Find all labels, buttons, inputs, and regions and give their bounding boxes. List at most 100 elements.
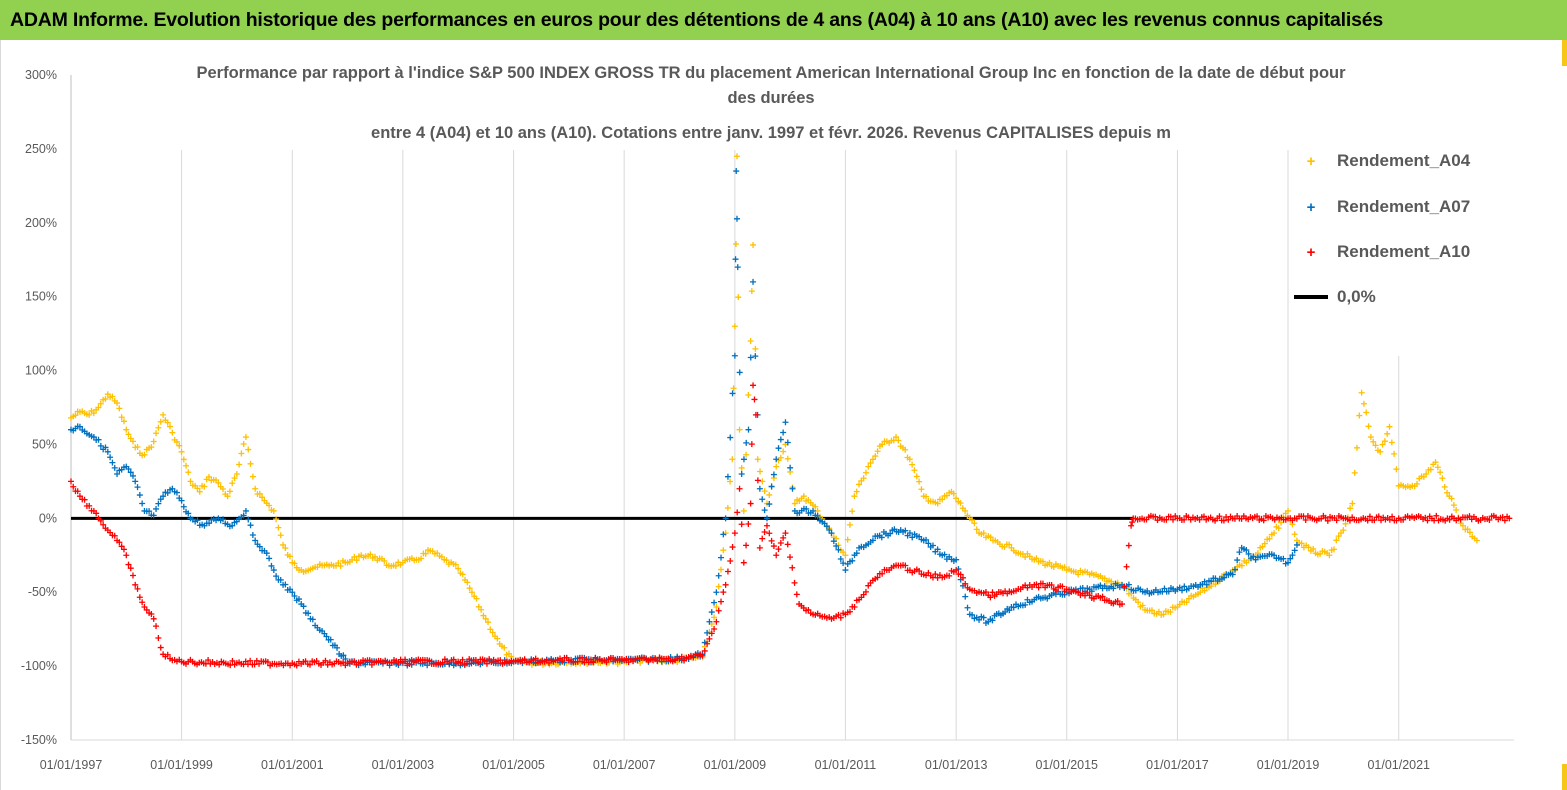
point-a04 [381,557,388,564]
point-a04 [1271,530,1278,537]
y-tick-label: 100% [25,364,57,378]
point-a07 [334,644,341,651]
point-a04 [459,571,466,578]
point-a07 [323,633,330,640]
point-a10 [86,502,93,509]
point-a07 [849,557,856,564]
point-a10 [768,537,775,544]
point-a07 [305,610,312,617]
point-a07 [736,369,743,376]
point-a07 [869,537,876,544]
point-a04 [1022,554,1029,561]
point-a07 [752,353,759,360]
point-a10 [574,658,581,665]
point-a04 [973,526,980,533]
point-a04 [1326,552,1333,559]
point-a10 [748,441,755,448]
point-a04 [466,585,473,592]
point-a04 [872,453,879,460]
point-a10 [713,618,720,625]
point-a04 [1347,505,1354,512]
point-a04 [1377,448,1384,455]
point-a10 [93,510,100,517]
point-a04 [392,562,399,569]
point-a07 [782,419,789,426]
point-a04 [273,516,280,523]
point-a07 [229,522,236,529]
point-a10 [678,653,685,660]
point-a04 [104,391,111,398]
point-a07 [1002,609,1009,616]
point-a04 [1379,441,1386,448]
x-tick-label: 01/01/2009 [704,758,767,772]
point-a07 [109,459,116,466]
point-a10 [532,655,539,662]
point-a10 [793,591,800,598]
legend-label-a04: Rendement_A04 [1337,151,1471,170]
point-a04 [176,442,183,449]
point-a10 [1125,542,1132,549]
point-a10 [711,625,718,632]
point-a04 [853,488,860,495]
point-a10 [718,598,725,605]
point-a10 [446,660,453,667]
point-a04 [180,456,187,463]
point-a07 [1022,601,1029,608]
point-a10 [111,532,118,539]
point-a10 [1366,513,1373,520]
point-a04 [501,644,508,651]
point-a04 [1453,507,1460,514]
point-a07 [1201,578,1208,585]
point-a10 [402,656,409,663]
point-a04 [1367,434,1374,441]
point-a07 [1208,578,1215,585]
point-a07 [134,484,141,491]
point-a04 [851,493,858,500]
point-a04 [1261,540,1268,547]
point-a04 [464,579,471,586]
point-a07 [300,603,307,610]
point-a10 [791,579,798,586]
point-a07 [150,512,157,519]
point-a04 [249,473,256,480]
point-a10 [1302,517,1309,524]
point-a04 [1358,389,1365,396]
point-a10 [946,572,953,579]
point-a10 [750,382,757,389]
point-a04 [909,461,916,468]
point-a04 [1148,607,1155,614]
point-a10 [851,603,858,610]
point-a04 [196,488,203,495]
point-a10 [987,594,994,601]
point-a04 [120,418,127,425]
point-a10 [763,522,770,529]
point-a07 [273,573,280,580]
point-a10 [724,568,731,575]
point-a04 [711,614,718,621]
point-a04 [934,500,941,507]
point-a07 [185,510,192,517]
x-tick-label: 01/01/2015 [1035,758,1098,772]
point-a04 [846,521,853,528]
point-a04 [150,438,157,445]
y-tick-label: 50% [32,437,57,451]
point-a04 [1139,602,1146,609]
point-a04 [337,563,344,570]
point-a04 [1439,475,1446,482]
legend-marker-a10: + [1306,243,1316,261]
point-a04 [153,430,160,437]
point-a10 [1333,517,1340,524]
point-a07 [777,436,784,443]
point-a04 [167,423,174,430]
point-a10 [306,661,313,668]
point-a04 [1432,459,1439,466]
point-a04 [148,444,155,451]
point-a07 [97,442,104,449]
point-a04 [1363,409,1370,416]
point-a10 [708,630,715,637]
point-a04 [1033,555,1040,562]
chart-title-line-1: Performance par rapport à l'indice S&P 5… [196,64,1346,82]
point-a04 [1340,527,1347,534]
point-a07 [835,546,842,553]
point-a07 [934,546,941,553]
